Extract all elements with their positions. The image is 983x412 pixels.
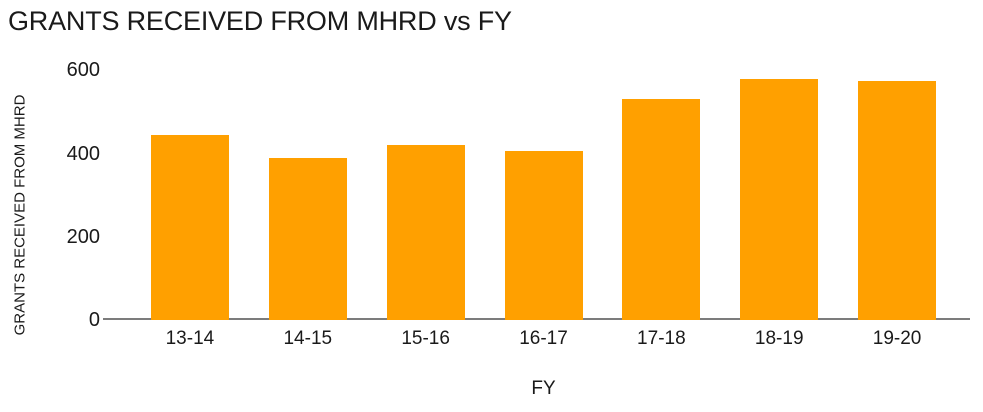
y-tick-label: 400 [66,142,100,165]
bar-slot: 16-17 [485,62,603,348]
bar [386,145,465,320]
y-tick-label: 0 [88,309,100,331]
y-axis-ticks: 0 200 400 600 [67,60,970,330]
bar-slot: 14-15 [249,62,367,348]
x-tick-label: 14-15 [283,328,333,349]
bar-slot: 13-14 [131,62,249,348]
x-tick-label: 13-14 [165,328,215,349]
x-tick-label: 17-18 [637,328,686,349]
bar-slot: 19-20 [838,62,956,348]
bar [504,151,583,320]
y-tick-label: 600 [66,59,100,82]
bar [740,78,819,320]
y-tick-label: 200 [66,225,100,248]
y-axis-title: GRANTS RECEIVED FROM MHRD [11,94,29,336]
bar-slot: 17-18 [602,62,720,348]
chart-title: GRANTS RECEIVED FROM MHRD vs FY [8,6,512,36]
bars-row: 13-14 14-15 15-16 16-17 17-18 18-19 19-20 [131,62,956,348]
x-axis-title: FY [531,378,556,399]
bar [858,80,937,320]
x-tick-label: 19-20 [872,328,922,349]
x-tick-label: 16-17 [519,328,568,349]
bar [622,99,701,320]
bar [150,134,229,320]
bar-slot: 18-19 [720,62,838,348]
plot-area: 0 200 400 600 13-14 14-15 15-16 16-17 17-18 18-1… [67,60,970,348]
bar-slot: 15-16 [367,62,485,348]
x-tick-label: 18-19 [754,328,804,349]
x-tick-label: 15-16 [401,328,450,349]
bar [268,157,347,320]
